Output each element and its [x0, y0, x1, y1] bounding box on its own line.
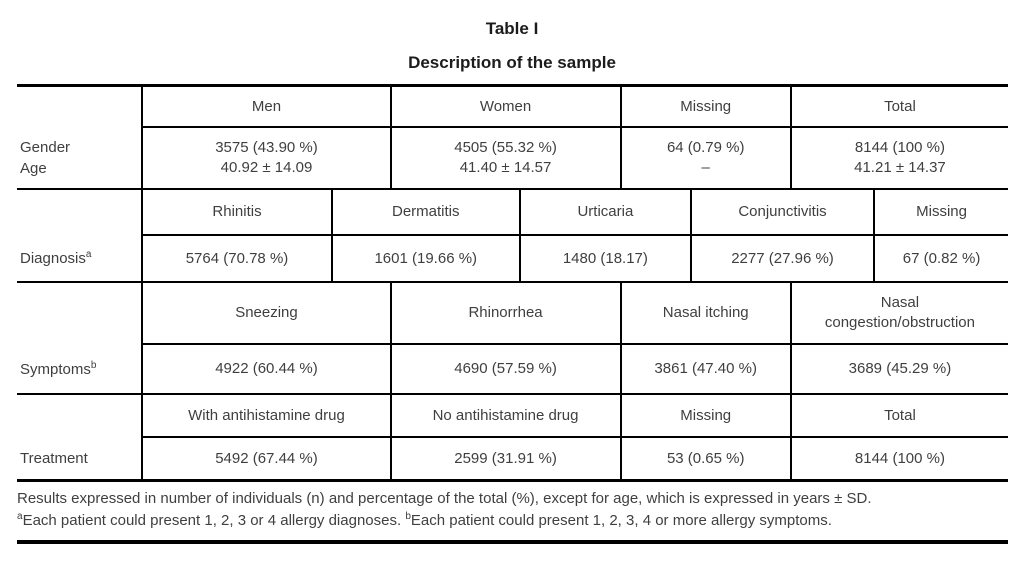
section-diagnosis: Rhinitis Dermatitis Urticaria Conjunctiv… [17, 188, 1008, 281]
diagnosis-value-urticaria: 1480 (18.17) [518, 236, 690, 281]
symptoms-value-nasal-itching: 3861 (47.40 %) [619, 345, 790, 393]
gender-value-men: 3575 (43.90 %) 40.92 ± 14.09 [141, 128, 389, 188]
treatment-header-with-antihistamine: With antihistamine drug [141, 395, 390, 438]
sample-description-table: Men Women Missing Total Gender Age 3575 … [17, 84, 1008, 482]
table-subtitle: Description of the sample [408, 53, 616, 72]
treatment-label-spacer [17, 395, 141, 438]
diagnosis-header-dermatitis: Dermatitis [330, 190, 519, 236]
diagnosis-label-word: Diagnosis [20, 250, 86, 267]
diagnosis-label-text: Diagnosisa [20, 248, 91, 269]
symptoms-header-rhinorrhea: Rhinorrhea [389, 283, 620, 345]
gender-label-spacer [17, 87, 141, 128]
footnote-results: Results expressed in number of individua… [17, 490, 872, 507]
diagnosis-value-missing: 67 (0.82 %) [873, 236, 1008, 281]
gender-age-row-label: Gender Age [17, 128, 141, 188]
treatment-header-no-antihistamine: No antihistamine drug [389, 395, 620, 438]
gender-men-count: 3575 (43.90 %) [215, 139, 318, 156]
gender-value-missing: 64 (0.79 %) – [619, 128, 790, 188]
diagnosis-header-rhinitis: Rhinitis [141, 190, 331, 236]
treatment-value-missing: 53 (0.65 %) [619, 438, 790, 479]
section-symptoms: Sneezing Rhinorrhea Nasal itching Nasal … [17, 281, 1008, 393]
treatment-header-total: Total [789, 395, 1008, 438]
gender-missing-count: 64 (0.79 %) [666, 139, 745, 156]
age-missing-dash: – [701, 159, 710, 176]
footnote-b-marker: b [405, 511, 411, 522]
symptoms-header-nasal-itching: Nasal itching [619, 283, 790, 345]
gender-value-women: 4505 (55.32 %) 41.40 ± 14.57 [389, 128, 620, 188]
footnote-b-text: Each patient could present 1, 2, 3, 4 or… [410, 512, 832, 529]
section-treatment: With antihistamine drug No antihistamine… [17, 393, 1008, 479]
diagnosis-header-missing: Missing [873, 190, 1008, 236]
gender-label-line1: Gender [20, 139, 71, 156]
table-footnotes: Results expressed in number of individua… [17, 488, 1008, 532]
symptoms-value-sneezing: 4922 (60.44 %) [141, 345, 389, 393]
diagnosis-value-rhinitis: 5764 (70.78 %) [141, 236, 330, 281]
age-women-mean: 41.40 ± 14.57 [459, 159, 552, 176]
diagnosis-header-urticaria: Urticaria [518, 190, 690, 236]
page-bottom-rule [17, 540, 1008, 544]
gender-total-count: 8144 (100 %) [854, 139, 945, 156]
section-gender-age: Men Women Missing Total Gender Age 3575 … [17, 87, 1008, 188]
symptoms-header-sneezing: Sneezing [141, 283, 390, 345]
treatment-value-no-antihistamine: 2599 (31.91 %) [389, 438, 620, 479]
symptoms-label-word: Symptoms [20, 360, 91, 378]
symptoms-header-nasal-congestion: Nasal congestion/obstruction [789, 283, 1008, 345]
diagnosis-label-spacer [17, 190, 141, 236]
gender-value-total: 8144 (100 %) 41.21 ± 14.37 [789, 128, 1008, 188]
footnote-a-text: Each patient could present 1, 2, 3 or 4 … [22, 512, 406, 529]
symptoms-header-nasal-congestion-text: Nasal congestion/obstruction [824, 294, 975, 331]
diagnosis-header-conjunctivitis: Conjunctivitis [689, 190, 874, 236]
symptoms-label-spacer [17, 283, 141, 345]
footnote-markers: aEach patient could present 1, 2, 3 or 4… [17, 510, 1008, 532]
age-men-mean: 40.92 ± 14.09 [220, 159, 313, 176]
diagnosis-value-dermatitis: 1601 (19.66 %) [330, 236, 519, 281]
gender-label-line2: Age [20, 160, 47, 177]
gender-women-count: 4505 (55.32 %) [454, 139, 557, 156]
symptoms-value-rhinorrhea: 4690 (57.59 %) [389, 345, 620, 393]
treatment-label-word: Treatment [20, 450, 88, 467]
gender-header-women: Women [389, 87, 620, 128]
diagnosis-footnote-marker: a [85, 249, 92, 260]
symptoms-value-nasal-congestion: 3689 (45.29 %) [789, 345, 1008, 393]
footnote-a-marker: a [17, 511, 23, 522]
treatment-row-label: Treatment [17, 438, 141, 479]
symptoms-footnote-marker: b [90, 359, 97, 371]
gender-header-missing: Missing [619, 87, 790, 128]
treatment-header-missing: Missing [619, 395, 790, 438]
gender-header-men: Men [141, 87, 390, 128]
treatment-value-with-antihistamine: 5492 (67.44 %) [141, 438, 389, 479]
symptoms-row-label: Symptomsb [17, 345, 141, 393]
symptoms-label-text: Symptomsb [20, 359, 96, 380]
age-total-mean: 41.21 ± 14.37 [854, 159, 946, 176]
diagnosis-value-conjunctivitis: 2277 (27.96 %) [689, 236, 873, 281]
treatment-value-total: 8144 (100 %) [789, 438, 1008, 479]
table-title: Table I [485, 19, 539, 38]
diagnosis-row-label: Diagnosisa [17, 236, 141, 281]
gender-header-total: Total [789, 87, 1008, 128]
